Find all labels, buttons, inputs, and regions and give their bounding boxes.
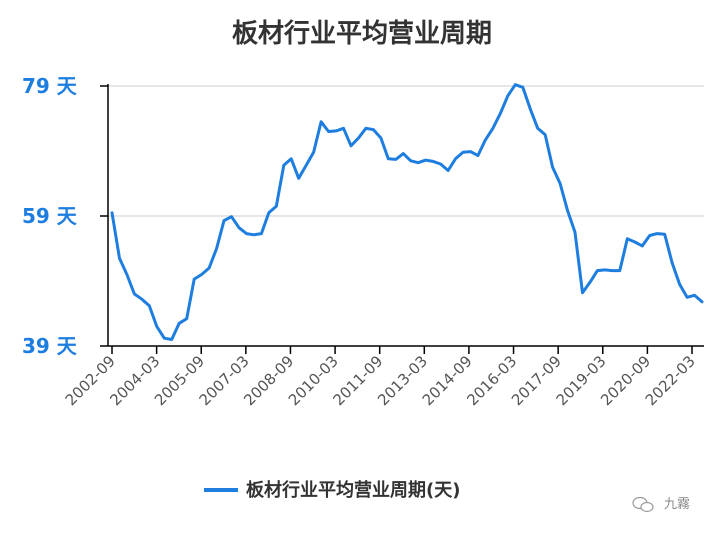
watermark-text: 九霧 [664, 497, 690, 512]
x-axis-ticks: 2002-092004-032005-092007-032008-092010-… [62, 346, 699, 409]
wechat-icon [632, 496, 654, 513]
y-tick-label: 59 天 [22, 204, 78, 228]
series-line [110, 83, 704, 341]
y-tick-label: 79 天 [22, 74, 78, 98]
watermark: 九霧 [632, 496, 690, 513]
x-tick-label: 2022-03 [642, 352, 699, 409]
y-tick-label: 39 天 [22, 334, 78, 358]
gridlines [108, 85, 704, 217]
chart-title: 板材行业平均营业周期 [232, 18, 492, 49]
legend[interactable]: 板材行业平均营业周期(天) [204, 479, 460, 501]
legend-label: 板材行业平均营业周期(天) [246, 479, 460, 501]
y-axis-ticks: 39 天 59 天 79 天 [22, 74, 108, 358]
